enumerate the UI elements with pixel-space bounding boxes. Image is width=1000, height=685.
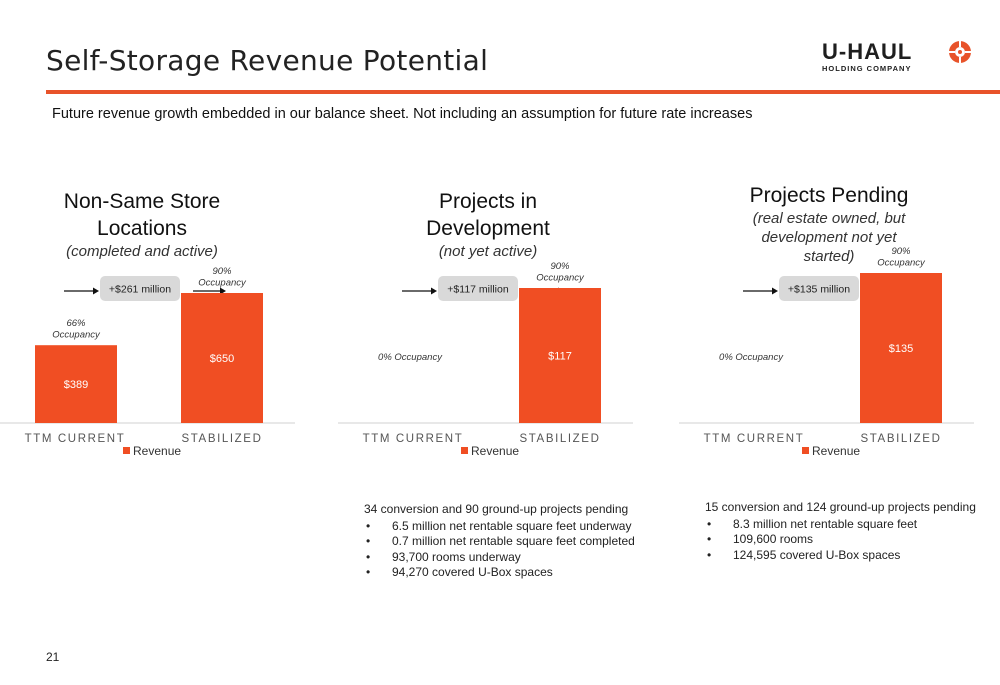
logo-tagline: HOLDING COMPANY xyxy=(822,64,912,73)
category-label: TTM CURRENT xyxy=(25,433,126,445)
panel-non-same-store: Non-Same Store Locations (completed and … xyxy=(0,180,300,480)
occupancy-word: Occupancy xyxy=(198,278,247,289)
occupancy-label: 90% Occupancy xyxy=(198,266,247,289)
occupancy-percent: 90% xyxy=(212,266,232,277)
arrow-left-head xyxy=(772,287,778,295)
bar-chart: +$135 million 0% Occupancy TTM CURRENT $135… xyxy=(679,246,974,458)
occupancy-label: 0% Occupancy xyxy=(719,352,784,363)
arrow-left-head xyxy=(93,287,99,295)
legend-swatch xyxy=(802,447,809,454)
panel-title: Projects Pending xyxy=(749,184,909,207)
pending-notes: 15 conversion and 124 ground-up projects… xyxy=(705,500,976,563)
legend-label: Revenue xyxy=(812,444,860,458)
panel-projects-pending: Projects Pending (real estate owned, but… xyxy=(679,180,979,480)
panel-subtitle: (real estate owned, but development not … xyxy=(752,210,906,265)
occupancy-label: 90% Occupancy xyxy=(877,246,926,269)
legend-label: Revenue xyxy=(133,444,181,458)
occupancy-percent: 66% xyxy=(66,318,86,329)
panel-heading: Projects Pending (real estate owned, but… xyxy=(679,182,979,266)
legend-swatch xyxy=(461,447,468,454)
occupancy-label: 90% Occupancy xyxy=(536,261,585,284)
legend-swatch xyxy=(123,447,130,454)
occupancy-percent: 90% xyxy=(550,261,570,272)
list-item: 6.5 million net rentable square feet und… xyxy=(364,519,635,535)
occupancy-word: Occupancy xyxy=(536,273,585,284)
category-label: STABILIZED xyxy=(182,433,263,445)
notes-list: 8.3 million net rentable square feet 109… xyxy=(705,517,976,564)
category-label: STABILIZED xyxy=(861,433,942,445)
notes-lead: 34 conversion and 90 ground-up projects … xyxy=(364,502,629,516)
list-item: 8.3 million net rentable square feet xyxy=(705,517,976,533)
page-title: Self-Storage Revenue Potential xyxy=(46,44,489,77)
category-label: TTM CURRENT xyxy=(704,433,805,445)
list-item: 124,595 covered U-Box spaces xyxy=(705,548,976,564)
logo-wordmark: U-HAUL xyxy=(822,39,913,64)
panel-heading: Projects in Development (not yet active) xyxy=(338,188,638,261)
page-number: 21 xyxy=(46,650,60,664)
list-item: 0.7 million net rentable square feet com… xyxy=(364,534,635,550)
development-notes: 34 conversion and 90 ground-up projects … xyxy=(364,502,635,581)
page-subtitle: Future revenue growth embedded in our ba… xyxy=(52,106,753,122)
panel-title: Projects in Development xyxy=(426,190,550,240)
arrow-left-head xyxy=(431,287,437,295)
bar xyxy=(519,288,601,423)
bar xyxy=(860,273,942,423)
occupancy-word: Occupancy xyxy=(52,330,101,341)
delta-pill xyxy=(100,276,180,301)
data-label: $117 xyxy=(548,351,572,363)
bar-chart: +$117 million 0% Occupancy TTM CURRENT $117… xyxy=(338,261,633,458)
data-label: $389 xyxy=(64,379,88,391)
header-rule xyxy=(46,90,1000,94)
delta-label: +$261 million xyxy=(109,284,171,296)
delta-pill xyxy=(779,276,859,301)
legend-label: Revenue xyxy=(471,444,519,458)
panel-subtitle: (not yet active) xyxy=(438,243,538,260)
panel-heading: Non-Same Store Locations (completed and … xyxy=(0,188,292,261)
data-label: $135 xyxy=(889,343,913,355)
company-logo: U-HAUL HOLDING COMPANY xyxy=(822,40,972,74)
occupancy-percent: 90% xyxy=(891,246,911,257)
notes-list: 6.5 million net rentable square feet und… xyxy=(364,519,635,581)
notes-lead: 15 conversion and 124 ground-up projects… xyxy=(705,500,976,514)
delta-label: +$135 million xyxy=(788,284,850,296)
occupancy-label: 0% Occupancy xyxy=(378,352,443,363)
panel-projects-development: Projects in Development (not yet active)… xyxy=(338,180,638,480)
list-item: 109,600 rooms xyxy=(705,532,976,548)
data-label: $650 xyxy=(210,353,234,365)
logo-wheel-icon xyxy=(949,41,971,63)
category-label: TTM CURRENT xyxy=(363,433,464,445)
list-item: 94,270 covered U-Box spaces xyxy=(364,565,635,581)
panel-subtitle: (completed and active) xyxy=(66,243,218,260)
occupancy-label: 66% Occupancy xyxy=(52,318,101,341)
arrow-right-head xyxy=(220,287,226,295)
delta-label: +$117 million xyxy=(447,284,509,296)
occupancy-word: Occupancy xyxy=(877,258,926,269)
list-item: 93,700 rooms underway xyxy=(364,550,635,566)
delta-pill xyxy=(438,276,518,301)
category-label: STABILIZED xyxy=(520,433,601,445)
bar xyxy=(181,293,263,423)
panel-title: Non-Same Store Locations xyxy=(63,190,221,240)
bar xyxy=(35,345,117,423)
